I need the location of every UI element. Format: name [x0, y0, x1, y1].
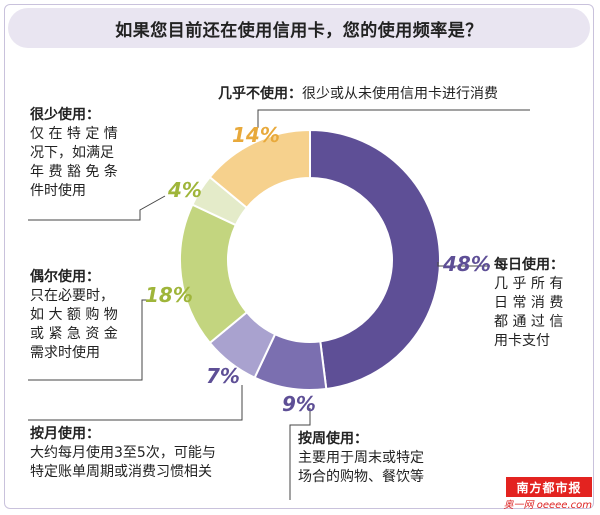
label-occasional: 偶尔使用： 只在必要时， 如 大 额 购 物 或 紧 急 资 金 需求时使用: [30, 268, 118, 363]
label-rarely: 很少使用： 仅 在 特 定 情 况下，如满足 年 费 豁 免 条 件时使用: [30, 106, 118, 201]
label-weekly-line-2: 场合的购物、餐饮等: [298, 469, 424, 485]
label-almost-never-head: 几乎不使用：: [218, 86, 302, 102]
leader-line-weekly: [289, 408, 311, 500]
label-daily-line-1: 几 乎 所 有: [494, 276, 564, 292]
label-rarely-line-1: 仅 在 特 定 情: [30, 126, 118, 142]
label-rarely-line-4: 件时使用: [30, 183, 86, 199]
label-monthly-line-2: 特定账单周期或消费习惯相关: [30, 464, 212, 480]
pct-occasional: 18%: [145, 283, 193, 307]
leader-line-daily: [437, 262, 490, 267]
leader-line-rarely: [28, 195, 166, 221]
label-daily: 每日使用： 几 乎 所 有 日 常 消 费 都 通 过 信 用卡支付: [494, 256, 564, 351]
label-rarely-line-2: 况下，如满足: [30, 145, 114, 161]
pct-weekly: 9%: [282, 392, 316, 416]
label-occasional-head: 偶尔使用：: [30, 269, 100, 285]
label-monthly-head: 按月使用：: [30, 426, 100, 442]
label-occasional-line-4: 需求时使用: [30, 345, 100, 361]
slice-daily: [309, 128, 441, 391]
pct-rarely: 4%: [168, 178, 202, 202]
pct-almost-never: 14%: [232, 123, 280, 147]
leader-line-occasional: [28, 299, 150, 381]
label-daily-line-3: 都 通 过 信: [494, 314, 564, 330]
leader-line-almost-never: [257, 109, 530, 128]
leader-line-monthly: [28, 385, 243, 421]
publisher-logo-sub: 奥一网 oeeee.com: [503, 500, 592, 511]
label-monthly-line-1: 大约每月使用3至5次，可能与: [30, 445, 216, 461]
label-monthly: 按月使用： 大约每月使用3至5次，可能与 特定账单周期或消费习惯相关: [30, 425, 216, 482]
label-occasional-line-2: 如 大 额 购 物: [30, 307, 118, 323]
label-rarely-line-3: 年 费 豁 免 条: [30, 164, 118, 180]
pct-monthly: 7%: [206, 364, 240, 388]
label-daily-head: 每日使用：: [494, 257, 564, 273]
chart-title: 如果您目前还在使用信用卡，您的使用频率是？: [115, 20, 483, 41]
label-occasional-line-3: 或 紧 急 资 金: [30, 326, 118, 342]
label-weekly-line-1: 主要用于周末或特定: [298, 450, 424, 466]
chart-title-bar: 如果您目前还在使用信用卡，您的使用频率是？: [8, 8, 590, 48]
slice-almost-never: [208, 128, 311, 210]
label-daily-line-4: 用卡支付: [494, 333, 550, 349]
label-almost-never: 几乎不使用：很少或从未使用信用卡进行消费: [218, 85, 498, 104]
label-weekly: 按周使用： 主要用于周末或特定 场合的购物、餐饮等: [298, 430, 424, 487]
label-occasional-line-1: 只在必要时，: [30, 288, 114, 304]
label-daily-line-2: 日 常 消 费: [494, 295, 564, 311]
label-almost-never-text: 很少或从未使用信用卡进行消费: [302, 86, 498, 102]
label-rarely-head: 很少使用：: [30, 107, 100, 123]
publisher-logo: 南方都市报: [506, 477, 592, 497]
pct-daily: 48%: [443, 252, 491, 276]
label-weekly-head: 按周使用：: [298, 431, 368, 447]
chart-frame: [4, 4, 594, 509]
